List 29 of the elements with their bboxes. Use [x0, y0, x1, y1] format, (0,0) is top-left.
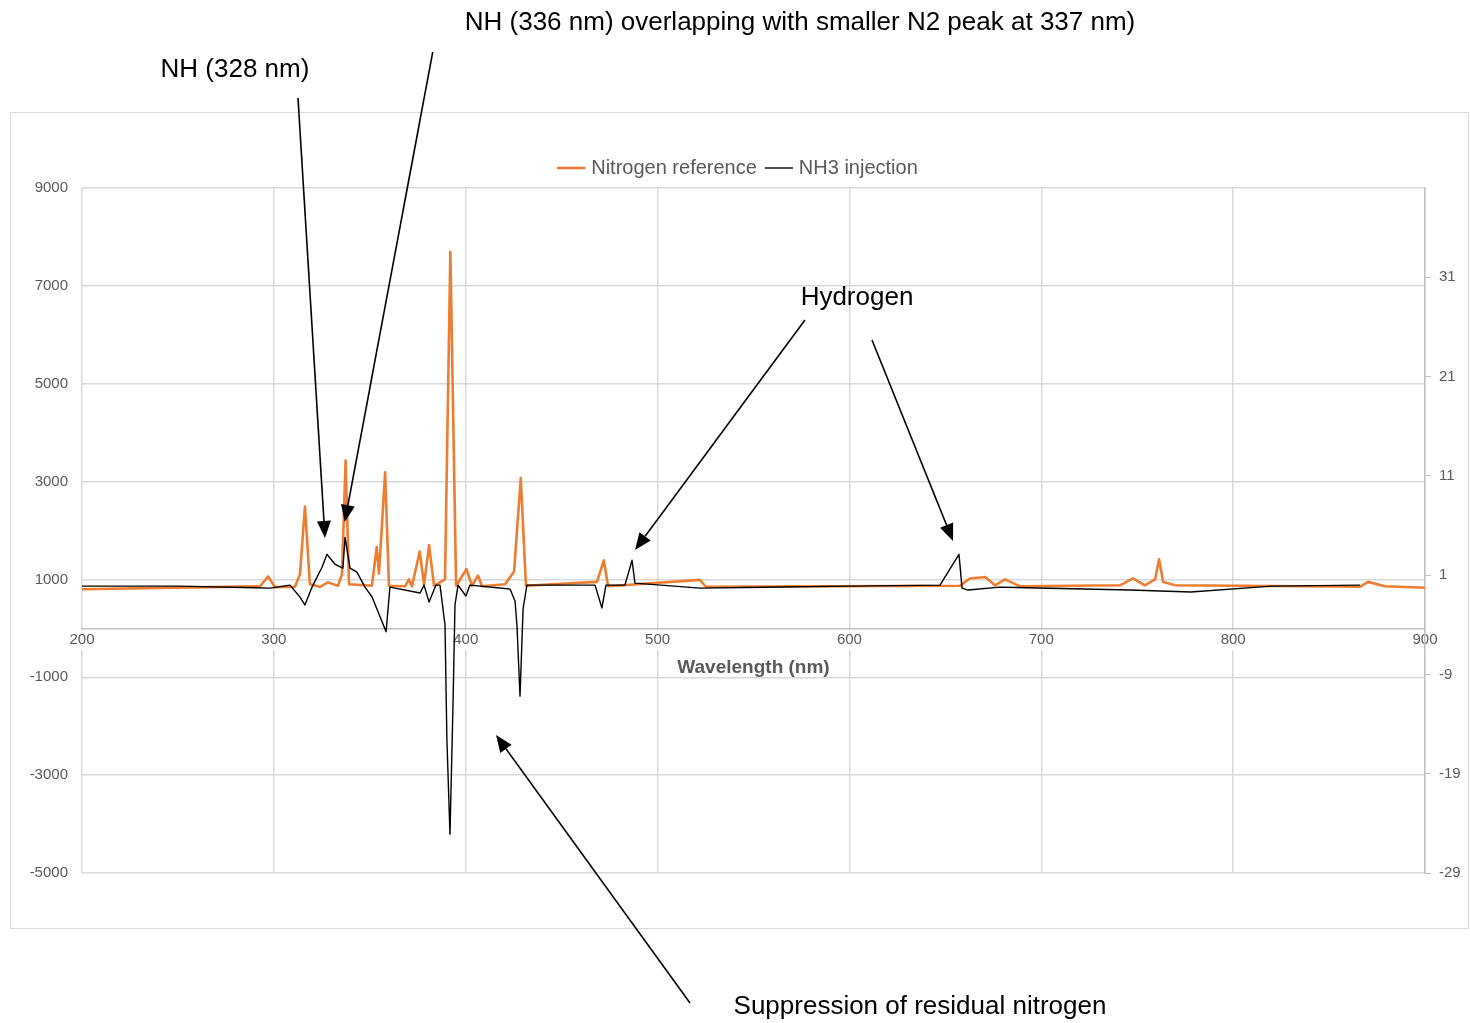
y-tick-label: 1000 — [34, 569, 68, 587]
y2-tick-label: 11 — [1439, 466, 1455, 484]
y2-tick-label: 21 — [1439, 366, 1456, 384]
annotation: Hydrogen — [800, 280, 914, 312]
y2-tick-label: -19 — [1439, 763, 1461, 781]
y-tick-label: -1000 — [29, 667, 68, 685]
x-tick-label: 700 — [1028, 630, 1054, 648]
y2-tick-label: -29 — [1439, 863, 1461, 881]
x-tick-label: 800 — [1220, 630, 1246, 648]
x-tick-label: 900 — [1412, 630, 1438, 648]
y2-tick-label: -9 — [1439, 664, 1453, 682]
y-tick-label: 5000 — [34, 373, 68, 391]
x-tick-label: 500 — [645, 630, 671, 648]
x-tick-label: 300 — [261, 630, 287, 648]
y-tick-label: 3000 — [34, 471, 68, 489]
legend-label: NH3 injection — [798, 155, 918, 178]
legend-label: Nitrogen reference — [591, 155, 757, 178]
y-tick-label: -5000 — [29, 863, 68, 881]
y-tick-label: 9000 — [34, 178, 68, 196]
y2-tick-label: 1 — [1439, 565, 1448, 583]
text: NH (328 nm) — [160, 52, 310, 84]
x-axis-title: Wavelength (nm) — [677, 655, 830, 677]
x-tick-label: 600 — [836, 630, 862, 648]
text: NH (336 nm) overlapping with smaller N2 peak at 337 nm) — [464, 5, 1136, 37]
y-tick-label: -3000 — [29, 765, 68, 783]
y2-tick-label: 31 — [1439, 267, 1456, 285]
x-tick-label: 200 — [69, 630, 95, 648]
text: Suppression of residual nitrogen — [733, 989, 1107, 1021]
y-tick-label: 7000 — [34, 276, 68, 293]
